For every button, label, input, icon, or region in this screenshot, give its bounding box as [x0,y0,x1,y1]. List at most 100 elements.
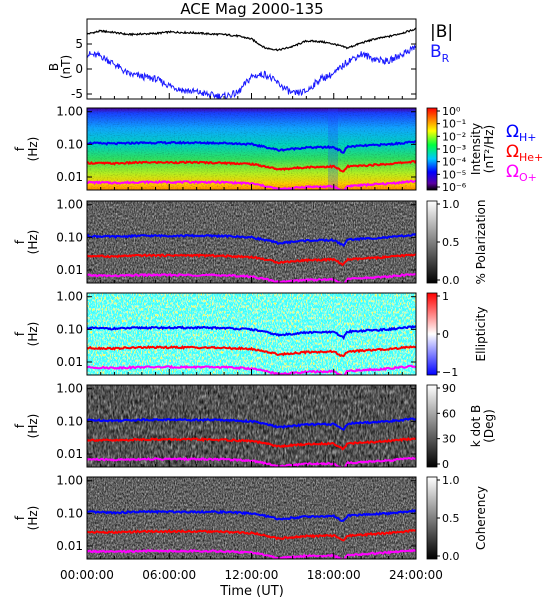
freq-ytick-label: 1.00 [56,474,83,488]
gyro-line-o-plus [87,272,416,283]
intensity-colorbar-unit: (nT²/Hz) [482,125,496,173]
colorbar-tick-label: 1.0 [442,198,460,211]
b-series-line-br [87,44,416,99]
coherency-panel [87,477,416,559]
colorbar-tick-label: 0.0 [442,550,460,563]
polarization-colorbar-label: % Polarization [474,200,488,285]
freq-ytick-label: 0.01 [56,355,83,369]
gyro-line-h-plus [87,508,416,523]
colorbar-tick-label: 0.5 [442,236,460,249]
coherency-ylabel-unit: (Hz) [26,506,40,531]
legend-br-main: B [430,42,442,62]
gyro-line-he-plus [87,436,416,451]
legend-omega-h-sub: H+ [519,131,537,144]
intensity-ylabel-unit: (Hz) [26,137,40,162]
ellipticity-colorbar [426,292,438,376]
legend-omega-h: ΩH+ [506,122,537,144]
gyro-line-he-plus [87,159,416,173]
freq-ytick-label: 1.00 [56,290,83,304]
intensity-gyro-curves [87,140,416,190]
legend-omega-he-symbol: Ω [506,142,519,162]
polarization-colorbar [426,200,438,284]
freq-ytick-label: 0.10 [56,506,83,520]
b-field-series [87,27,416,99]
time-axis: 00:00:00 06:00:00 12:00:00 18:00:00 24:00:00 [60,568,443,582]
gyro-line-h-plus [87,324,416,341]
gyro-line-o-plus [87,548,416,559]
legend-omega-h-symbol: Ω [506,122,519,142]
figure-title: ACE Mag 2000-135 [180,0,323,18]
colorbar-tick-label: 60 [442,407,456,420]
intensity-texture [87,108,416,190]
colorbar-tick-label: −1 [442,366,458,379]
legend-omega-o-symbol: Ω [506,162,519,182]
colorbar-tick-label: 10⁻² [442,130,466,143]
kdotb-ylabel: f [13,423,27,428]
freq-ytick-label: 0.01 [56,263,83,277]
freq-ytick-label: 0.10 [56,414,83,428]
gyro-line-o-plus [87,364,416,375]
intensity-colorbar [426,107,438,191]
freq-ytick-label: 0.10 [56,137,83,151]
freq-ytick-label: 0.10 [56,322,83,336]
colorbar-tick-label: 1.0 [442,474,460,487]
coherency-gyro-curves [87,508,416,559]
coherency-colorbar-label: Coherency [474,486,488,550]
b-ylabel-unit: (nT) [59,55,73,79]
freq-ytick-label: 0.01 [56,539,83,553]
gyro-line-h-plus [87,417,416,431]
gyro-line-he-plus [87,528,416,542]
x-tick-label: 18:00:00 [307,568,361,582]
b-ytick-label: 0 [75,62,83,76]
coherency-texture [87,477,416,559]
x-tick-label: 24:00:00 [389,568,443,582]
gyro-line-h-plus [87,140,416,154]
polarization-texture [87,201,416,283]
freq-ytick-label: 1.00 [56,198,83,212]
colorbar-tick-label: 1 [442,290,449,303]
legend-omega-o-sub: O+ [519,171,537,184]
colorbar-tick-label: 0 [442,328,449,341]
colorbar-tick-label: 10⁰ [442,105,461,118]
b-panel-frame [86,18,417,100]
ellipticity-gyro-curves [87,324,416,375]
legend-omega-o: ΩO+ [506,162,537,184]
x-axis-label: Time (UT) [219,584,284,599]
b-series-line-btotal [87,27,416,52]
kdotb-colorbar [426,384,438,468]
polarization-gyro-curves [87,233,416,283]
b-field-panel: -505 B (nT) |B| BR [47,18,453,101]
kdotb-texture [87,385,416,467]
legend-br-sub: R [442,52,450,65]
kdotb-colorbar-unit: (Deg) [482,409,496,443]
coherency-ylabel: f [13,515,27,520]
kdotb-panel [87,385,416,467]
coherency-colorbar [426,476,438,560]
ellipticity-ylabel: f [13,331,27,336]
freq-ytick-label: 1.00 [56,382,83,396]
kdotb-colorbar-label: k dot B [469,405,483,447]
polarization-ylabel: f [13,239,27,244]
gyrofrequency-legend: ΩH+ ΩHe+ ΩO+ [506,122,543,184]
legend-br: BR [430,42,450,65]
colorbar-tick-label: 10⁻¹ [442,118,466,131]
gyro-line-h-plus [87,233,416,247]
polarization-panel [87,201,416,283]
b-y-ticks: -5 0 5 [71,37,417,101]
colorbar-tick-label: 0 [442,458,449,471]
freq-ytick-label: 0.10 [56,230,83,244]
gyro-line-o-plus [87,179,416,190]
legend-btotal: |B| [430,22,453,42]
colorbar-tick-label: 90 [442,382,456,395]
colorbar-tick-label: 10⁻³ [442,143,466,156]
intensity-event-band [328,108,338,190]
ellipticity-texture [87,293,416,375]
freq-ytick-label: 1.00 [56,105,83,119]
legend-omega-he: ΩHe+ [506,142,543,164]
colorbar-tick-label: 0.5 [442,512,460,525]
b-ytick-label: 5 [75,37,83,51]
freq-ytick-label: 0.01 [56,170,83,184]
ellipticity-colorbar-label: Ellipticity [474,307,488,362]
x-tick-label: 00:00:00 [60,568,114,582]
